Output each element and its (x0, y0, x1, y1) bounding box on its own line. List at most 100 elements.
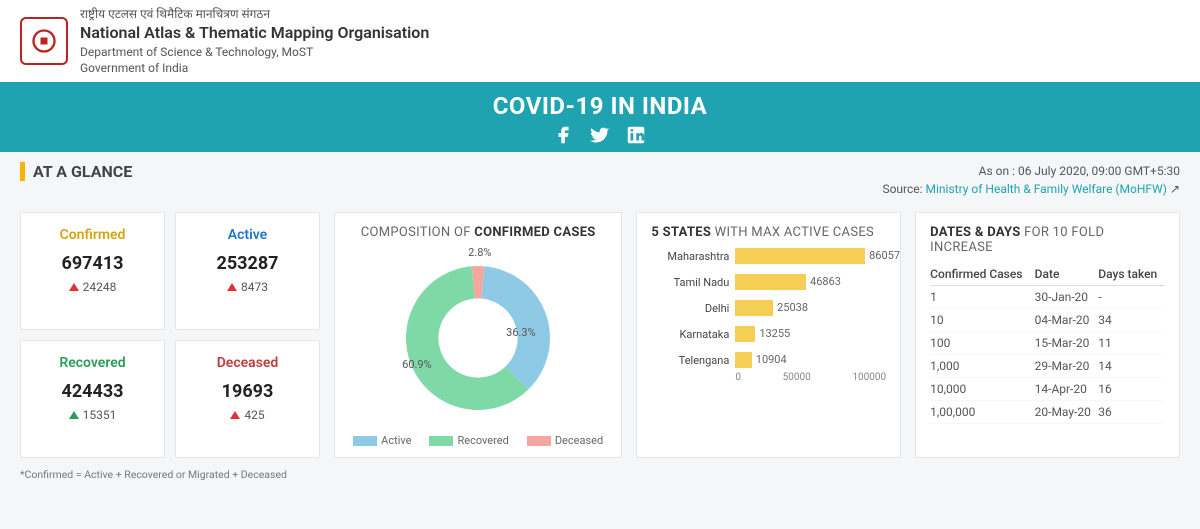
table-cell: 14-Apr-20 (1035, 378, 1099, 401)
org-gov: Government of India (80, 60, 429, 76)
dashboard-grid: Confirmed 697413 24248 Active 253287 847… (0, 202, 1200, 464)
card-delta: 24248 (27, 280, 158, 294)
table-row: 1,00029-Mar-2014 (930, 355, 1165, 378)
card-label: Recovered (27, 355, 158, 371)
donut-wrap: 36.3% 60.9% 2.8% Active Recovered Deceased (349, 248, 607, 447)
bar-title: 5 STATES WITH MAX ACTIVE CASES (651, 225, 886, 240)
table-cell: 34 (1098, 309, 1165, 332)
table-row: 10,00014-Apr-2016 (930, 378, 1165, 401)
bar-fill (735, 352, 751, 368)
bar-row: Delhi 25038 (651, 300, 886, 316)
table-cell: 36 (1098, 401, 1165, 424)
title-banner: COVID-19 IN INDIA (0, 82, 1200, 152)
bar-chart: Maharashtra 86057 Tamil Nadu 46863 Delhi… (651, 248, 886, 368)
bar-axis: 0 50000 100000 (735, 372, 886, 383)
table-row: 1,00,00020-May-2036 (930, 401, 1165, 424)
bar-panel: 5 STATES WITH MAX ACTIVE CASES Maharasht… (636, 212, 901, 458)
table-panel: DATES & DAYS FOR 10 FOLD INCREASE Confir… (915, 212, 1180, 458)
bar-value: 25038 (777, 300, 808, 316)
twitter-icon[interactable] (589, 124, 611, 146)
card-delta: 8473 (182, 280, 313, 294)
bar-row: Maharashtra 86057 (651, 248, 886, 264)
table-cell: 10 (930, 309, 1034, 332)
donut-panel: COMPOSITION OF CONFIRMED CASES 36.3% 60.9… (334, 212, 622, 458)
org-dept: Department of Science & Technology, MoST (80, 44, 429, 60)
donut-pct-label: 2.8% (468, 246, 491, 259)
fold-increase-table: Confirmed CasesDateDays taken 130-Jan-20… (930, 263, 1165, 424)
card-deceased: Deceased 19693 425 (175, 340, 320, 458)
social-links (0, 124, 1200, 146)
external-link-icon: ↗ (1167, 182, 1180, 196)
bar-value: 86057 (869, 248, 900, 264)
at-a-glance-heading: AT A GLANCE (20, 162, 132, 181)
legend-item: Deceased (527, 434, 603, 447)
section-bar: AT A GLANCE As on : 06 July 2020, 09:00 … (0, 152, 1200, 202)
donut-pct-label: 60.9% (402, 358, 432, 371)
bar-label: Tamil Nadu (651, 276, 729, 289)
axis-tick: 0 (735, 372, 741, 383)
card-active: Active 253287 8473 (175, 212, 320, 330)
table-cell: 1,00,000 (930, 401, 1034, 424)
table-cell: - (1098, 286, 1165, 309)
donut-title: COMPOSITION OF CONFIRMED CASES (349, 225, 607, 240)
bar-row: Tamil Nadu 46863 (651, 274, 886, 290)
meta-info: As on : 06 July 2020, 09:00 GMT+5:30 Sou… (882, 162, 1180, 198)
bar-value: 46863 (810, 274, 841, 290)
table-cell: 14 (1098, 355, 1165, 378)
table-cell: 16 (1098, 378, 1165, 401)
table-cell: 11 (1098, 332, 1165, 355)
arrow-up-icon (230, 411, 240, 419)
bar-row: Karnataka 13255 (651, 326, 886, 342)
table-row: 1004-Mar-2034 (930, 309, 1165, 332)
bar-fill (735, 248, 865, 264)
donut-pct-label: 36.3% (506, 326, 536, 339)
arrow-up-icon (69, 411, 79, 419)
bar-track: 86057 (735, 248, 886, 264)
bar-track: 13255 (735, 326, 886, 342)
org-logo (20, 17, 68, 65)
table-cell: 10,000 (930, 378, 1034, 401)
table-row: 10015-Mar-2011 (930, 332, 1165, 355)
card-label: Confirmed (27, 227, 158, 243)
table-cell: 20-May-20 (1035, 401, 1099, 424)
as-on-prefix: As on : (979, 164, 1018, 178)
bar-fill (735, 326, 755, 342)
table-title: DATES & DAYS FOR 10 FOLD INCREASE (930, 225, 1165, 255)
org-hindi: राष्ट्रीय एटलस एवं थिमैटिक मानचित्रण संग… (80, 6, 429, 22)
org-text: राष्ट्रीय एटलस एवं थिमैटिक मानचित्रण संग… (80, 6, 429, 76)
card-recovered: Recovered 424433 15351 (20, 340, 165, 458)
table-header: Date (1035, 263, 1099, 286)
org-header: राष्ट्रीय एटलस एवं थिमैटिक मानचित्रण संग… (0, 0, 1200, 82)
axis-tick: 50000 (783, 372, 811, 383)
card-confirmed: Confirmed 697413 24248 (20, 212, 165, 330)
facebook-icon[interactable] (553, 124, 575, 146)
org-name: National Atlas & Thematic Mapping Organi… (80, 22, 429, 44)
donut-legend: Active Recovered Deceased (353, 434, 603, 447)
bar-label: Maharashtra (651, 250, 729, 263)
bar-label: Karnataka (651, 328, 729, 341)
arrow-up-icon (69, 283, 79, 291)
bar-value: 13255 (759, 326, 790, 342)
card-delta: 425 (182, 408, 313, 422)
source-link[interactable]: Ministry of Health & Family Welfare (MoH… (926, 182, 1167, 196)
card-value: 697413 (27, 253, 158, 274)
as-on-value: 06 July 2020, 09:00 GMT+5:30 (1018, 164, 1180, 178)
card-label: Active (182, 227, 313, 243)
page-title: COVID-19 IN INDIA (0, 92, 1200, 120)
legend-item: Active (353, 434, 411, 447)
card-value: 424433 (27, 381, 158, 402)
axis-tick: 100000 (852, 372, 886, 383)
bar-row: Telengana 10904 (651, 352, 886, 368)
bar-label: Telengana (651, 354, 729, 367)
table-cell: 1,000 (930, 355, 1034, 378)
bar-track: 10904 (735, 352, 886, 368)
bar-label: Delhi (651, 302, 729, 315)
legend-item: Recovered (429, 434, 508, 447)
linkedin-icon[interactable] (625, 124, 647, 146)
bar-value: 10904 (756, 352, 787, 368)
table-cell: 30-Jan-20 (1035, 286, 1099, 309)
card-value: 253287 (182, 253, 313, 274)
table-cell: 29-Mar-20 (1035, 355, 1099, 378)
card-label: Deceased (182, 355, 313, 371)
table-header: Confirmed Cases (930, 263, 1034, 286)
